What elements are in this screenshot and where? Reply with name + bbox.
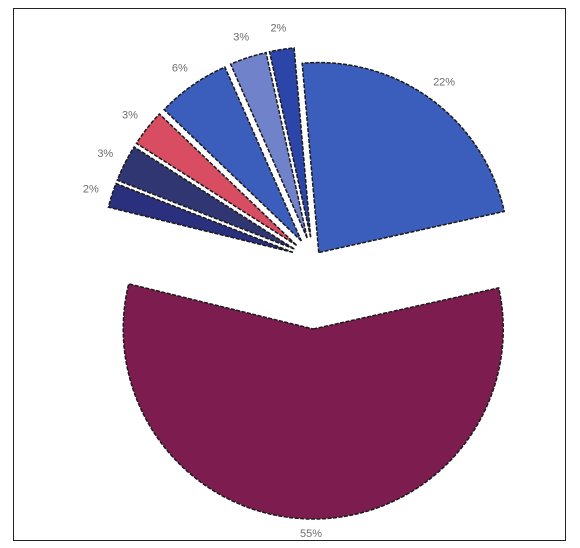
slice-label: 22% xyxy=(433,77,455,89)
pie-slice xyxy=(107,182,294,254)
slice-label: 3% xyxy=(233,32,249,44)
pie-slice xyxy=(229,51,308,239)
pie-labels: 22% 55% 2% 3% 3% 6% 3% 2% xyxy=(83,23,455,540)
pie-slice xyxy=(163,66,303,242)
slice-label: 3% xyxy=(122,110,138,122)
pie-slices xyxy=(107,47,506,520)
pie-slice xyxy=(135,112,298,247)
pie-slice xyxy=(301,61,506,254)
pie-slice xyxy=(116,145,295,250)
slice-label: 3% xyxy=(97,148,113,160)
pie-slice xyxy=(122,282,504,520)
pie-chart: 22% 55% 2% 3% 3% 6% 3% 2% xyxy=(83,23,506,540)
slice-label: 2% xyxy=(83,184,99,196)
pie-slice xyxy=(268,47,312,238)
slice-label: 6% xyxy=(172,62,188,74)
slice-label: 55% xyxy=(300,528,322,540)
slice-label: 2% xyxy=(270,23,286,35)
chart-frame: 22% 55% 2% 3% 3% 6% 3% 2% xyxy=(13,8,566,541)
